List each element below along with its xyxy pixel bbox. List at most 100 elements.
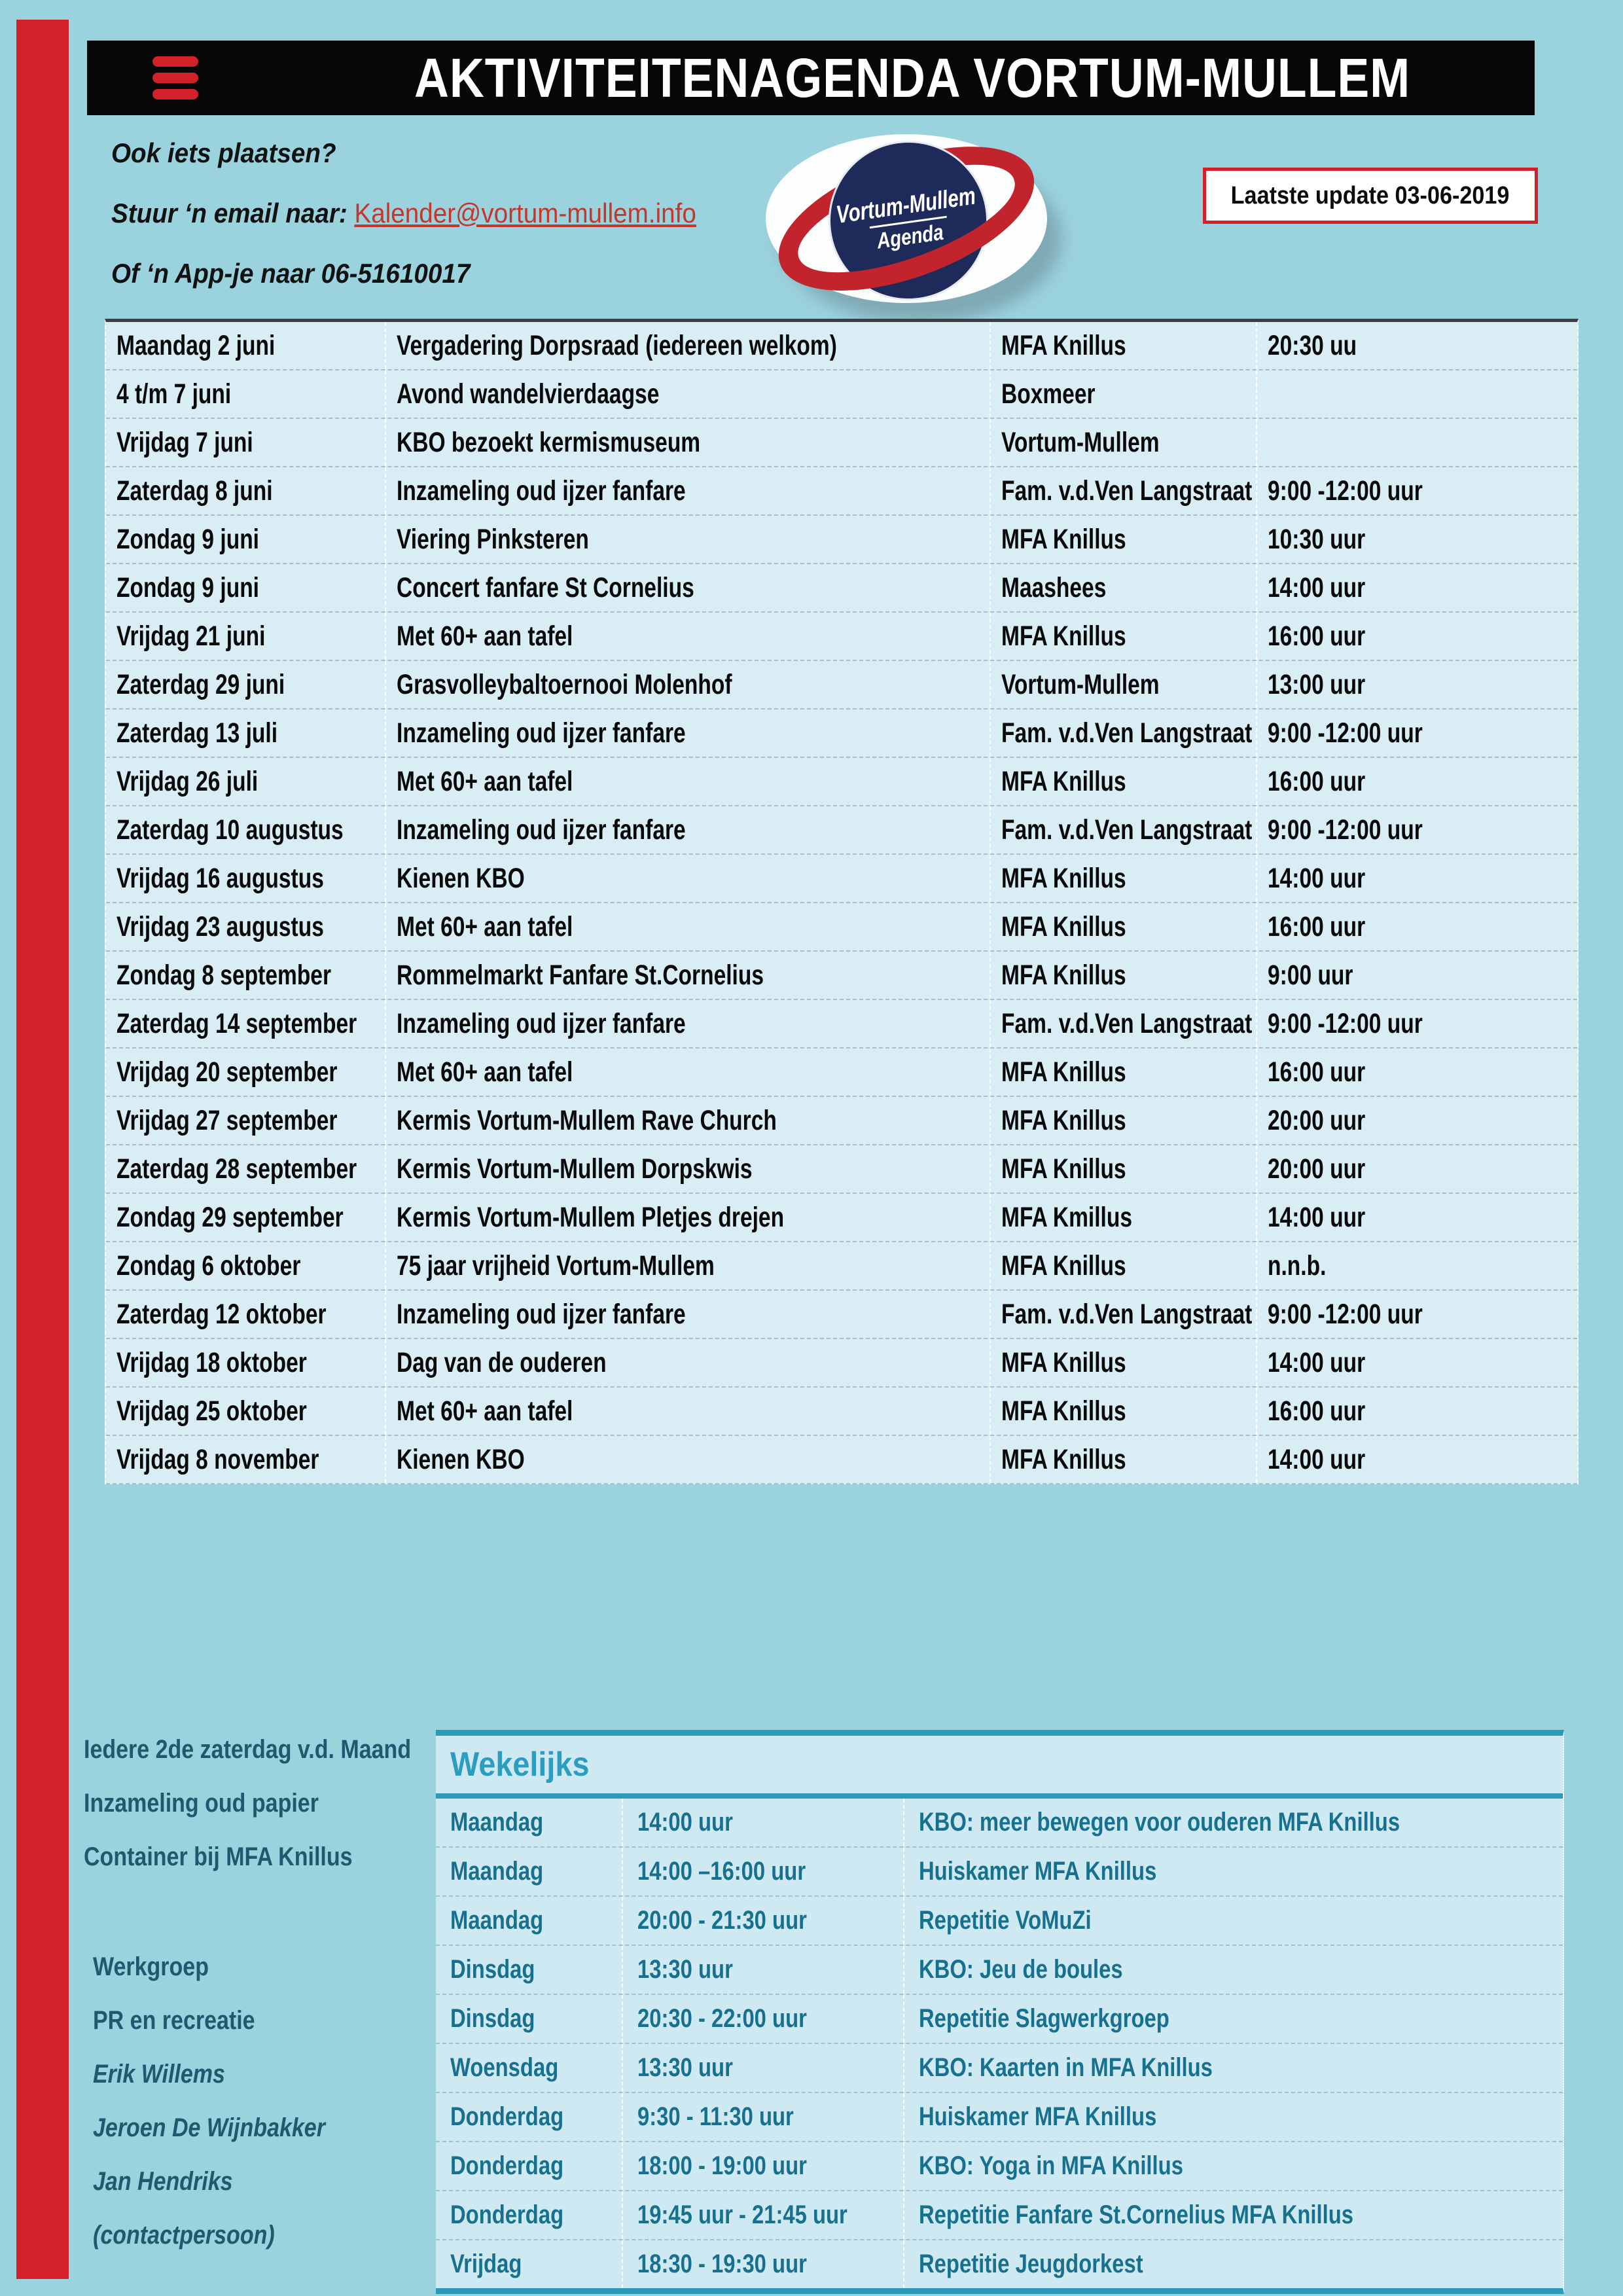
cell-activity: KBO: Yoga in MFA Knillus	[903, 2142, 1563, 2190]
note-line: Inzameling oud papier	[84, 1789, 319, 1818]
cell-time: 13:00 uur	[1256, 661, 1577, 708]
cell-event: Inzameling oud ijzer fanfare	[385, 1000, 990, 1047]
table-row: Zondag 9 juni Viering Pinksteren MFA Kni…	[106, 516, 1577, 564]
cell-location: Fam. v.d.Ven Langstraat	[990, 1000, 1256, 1047]
cell-location: MFA Knillus	[990, 1388, 1256, 1435]
cell-time: 20:30 uu	[1256, 322, 1577, 369]
red-accent-stripe	[16, 20, 69, 2279]
cell-location: Fam. v.d.Ven Langstraat	[990, 467, 1256, 514]
table-row: Zaterdag 29 juni Grasvolleybaltoernooi M…	[106, 661, 1577, 709]
cell-event: Kermis Vortum-Mullem Pletjes drejen	[385, 1194, 990, 1241]
cell-event: Concert fanfare St Cornelius	[385, 564, 990, 611]
cell-time: n.n.b.	[1256, 1242, 1577, 1289]
contact-line-2: Stuur ‘n email naar: Kalender@vortum-mul…	[111, 199, 696, 228]
cell-time: 19:45 uur - 21:45 uur	[622, 2191, 903, 2239]
cell-location: MFA Knillus	[990, 952, 1256, 999]
table-row: Vrijdag 20 september Met 60+ aan tafel M…	[106, 1049, 1577, 1097]
email-link[interactable]: Kalender@vortum-mullem.info	[354, 198, 696, 228]
cell-time: 16:00 uur	[1256, 1388, 1577, 1435]
cell-time: 9:00 -12:00 uur	[1256, 1000, 1577, 1047]
cell-location: Fam. v.d.Ven Langstraat	[990, 1291, 1256, 1338]
menu-bar	[152, 56, 198, 67]
cell-day: Dinsdag	[450, 1955, 535, 1984]
table-row: Vrijdag 27 september Kermis Vortum-Mulle…	[106, 1097, 1577, 1145]
cell-event: Kermis Vortum-Mullem Rave Church	[385, 1097, 990, 1144]
cell-time: 9:00 -12:00 uur	[1256, 806, 1577, 853]
cell-date: Zondag 29 september	[116, 1201, 344, 1233]
cell-date: Vrijdag 7 juni	[116, 426, 253, 458]
contact-line-3: Of ‘n App-je naar 06-51610017	[111, 258, 471, 289]
table-row: Vrijdag 8 november Kienen KBO MFA Knillu…	[106, 1436, 1577, 1484]
cell-day: Dinsdag	[450, 2004, 535, 2033]
table-row: Zaterdag 10 augustus Inzameling oud ijze…	[106, 806, 1577, 855]
cell-date: Zondag 9 juni	[116, 523, 259, 555]
last-update-badge: Laatste update 03-06-2019	[1203, 168, 1538, 224]
menu-icon[interactable]	[152, 56, 198, 99]
table-row: Zaterdag 14 september Inzameling oud ijz…	[106, 1000, 1577, 1049]
weekly-row: Donderdag 19:45 uur - 21:45 uur Repetiti…	[436, 2191, 1563, 2240]
note-line: Jeroen De Wijnbakker	[93, 2113, 325, 2142]
logo: Vortum-Mullem Agenda	[760, 117, 1053, 320]
agenda-table: Maandag 2 juni Vergadering Dorpsraad (ie…	[105, 319, 1578, 1484]
cell-day: Maandag	[450, 1857, 544, 1886]
cell-event: KBO bezoekt kermismuseum	[385, 419, 990, 466]
page-title: AKTIVITEITENAGENDA VORTUM-MULLEM	[414, 46, 1411, 109]
table-row: Zaterdag 8 juni Inzameling oud ijzer fan…	[106, 467, 1577, 516]
cell-activity: KBO: meer bewegen voor ouderen MFA Knill…	[903, 1799, 1563, 1846]
table-row: Vrijdag 7 juni KBO bezoekt kermismuseum …	[106, 419, 1577, 467]
cell-date: Zondag 8 september	[116, 959, 332, 991]
cell-event: Viering Pinksteren	[385, 516, 990, 563]
table-row: Vrijdag 21 juni Met 60+ aan tafel MFA Kn…	[106, 613, 1577, 661]
cell-time	[1256, 419, 1577, 466]
cell-event: Grasvolleybaltoernooi Molenhof	[385, 661, 990, 708]
menu-bar	[152, 73, 198, 83]
cell-activity: KBO: Jeu de boules	[903, 1946, 1563, 1994]
table-row: Zaterdag 13 juli Inzameling oud ijzer fa…	[106, 709, 1577, 758]
weekly-title: Wekelijks	[450, 1746, 590, 1784]
cell-event: Kermis Vortum-Mullem Dorpskwis	[385, 1145, 990, 1193]
agenda-table-body: Maandag 2 juni Vergadering Dorpsraad (ie…	[106, 322, 1577, 1484]
cell-date: Zondag 6 oktober	[116, 1249, 301, 1282]
cell-location: Vortum-Mullem	[990, 661, 1256, 708]
weekly-panel: Wekelijks Maandag 14:00 uur KBO: meer be…	[436, 1730, 1564, 2294]
table-row: Zondag 8 september Rommelmarkt Fanfare S…	[106, 952, 1577, 1000]
table-row: 4 t/m 7 juni Avond wandelvierdaagse Boxm…	[106, 370, 1577, 419]
weekly-row: Maandag 14:00 uur KBO: meer bewegen voor…	[436, 1799, 1563, 1848]
cell-location: MFA Knillus	[990, 903, 1256, 950]
cell-activity: Repetitie Fanfare St.Cornelius MFA Knill…	[903, 2191, 1563, 2239]
cell-time: 16:00 uur	[1256, 758, 1577, 805]
cell-time: 9:30 - 11:30 uur	[622, 2093, 903, 2141]
cell-time: 16:00 uur	[1256, 1049, 1577, 1096]
cell-time: 20:00 - 21:30 uur	[622, 1897, 903, 1945]
cell-time: 14:00 –16:00 uur	[622, 1848, 903, 1895]
cell-location: Vortum-Mullem	[990, 419, 1256, 466]
cell-time: 14:00 uur	[622, 1799, 903, 1846]
table-row: Vrijdag 26 juli Met 60+ aan tafel MFA Kn…	[106, 758, 1577, 806]
cell-time: 20:00 uur	[1256, 1097, 1577, 1144]
cell-event: Vergadering Dorpsraad (iedereen welkom)	[385, 322, 990, 369]
cell-activity: KBO: Kaarten in MFA Knillus	[903, 2044, 1563, 2092]
cell-day: Donderdag	[450, 2102, 564, 2131]
cell-time: 9:00 uur	[1256, 952, 1577, 999]
cell-event: Inzameling oud ijzer fanfare	[385, 1291, 990, 1338]
cell-event: Kienen KBO	[385, 1436, 990, 1483]
weekly-row: Donderdag 18:00 - 19:00 uur KBO: Yoga in…	[436, 2142, 1563, 2191]
cell-location: MFA Knillus	[990, 1049, 1256, 1096]
cell-date: Vrijdag 27 september	[116, 1104, 338, 1136]
cell-day: Maandag	[450, 1808, 544, 1837]
cell-location: Maashees	[990, 564, 1256, 611]
cell-location: MFA Knillus	[990, 516, 1256, 563]
cell-activity: Huiskamer MFA Knillus	[903, 2093, 1563, 2141]
cell-time: 13:30 uur	[622, 1946, 903, 1994]
cell-time: 14:00 uur	[1256, 1194, 1577, 1241]
weekly-row: Vrijdag 18:30 - 19:30 uur Repetitie Jeug…	[436, 2240, 1563, 2288]
title-bar: AKTIVITEITENAGENDA VORTUM-MULLEM	[87, 41, 1535, 115]
weekly-row: Dinsdag 20:30 - 22:00 uur Repetitie Slag…	[436, 1995, 1563, 2044]
cell-event: Dag van de ouderen	[385, 1339, 990, 1386]
cell-event: Met 60+ aan tafel	[385, 613, 990, 660]
cell-day: Woensdag	[450, 2053, 559, 2082]
cell-date: Zondag 9 juni	[116, 571, 259, 603]
contact-block: Ook iets plaatsen? Stuur ‘n email naar: …	[111, 139, 747, 319]
weekly-row: Maandag 20:00 - 21:30 uur Repetitie VoMu…	[436, 1897, 1563, 1946]
